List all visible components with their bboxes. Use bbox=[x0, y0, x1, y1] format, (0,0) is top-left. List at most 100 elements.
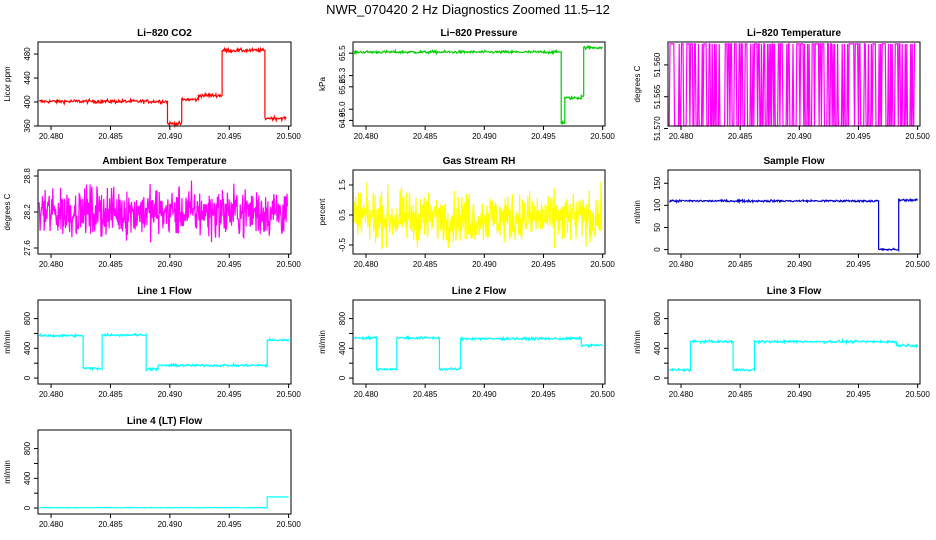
chart-panel-8: Line 2 Flow ml/min 20.480 20.485 20.490 20.49… bbox=[318, 286, 615, 399]
chart-title: Line 2 Flow bbox=[452, 286, 507, 297]
chart-panel-6: Sample Flow ml/min 20.480 20.485 20.490 20.49… bbox=[633, 156, 930, 269]
x-tick-label: 20.495 bbox=[531, 132, 556, 141]
x-tick-label: 20.490 bbox=[787, 132, 812, 141]
y-axis-label: kPa bbox=[318, 77, 327, 91]
x-tick-label: 20.495 bbox=[531, 390, 556, 399]
x-tick-label: 20.495 bbox=[846, 260, 871, 269]
y-axis-label: degrees C bbox=[3, 193, 12, 230]
y-tick-label: 800 bbox=[23, 311, 32, 325]
chart-panel-5: Gas Stream RH percent 20.480 20.485 20.490 20… bbox=[318, 156, 615, 269]
plot-frame bbox=[352, 299, 606, 385]
chart-title: Li−820 Pressure bbox=[441, 28, 518, 39]
y-axis-label: degrees C bbox=[633, 65, 642, 102]
plot-frame bbox=[37, 41, 292, 127]
x-tick-label: 20.485 bbox=[728, 390, 753, 399]
x-tick-label: 20.500 bbox=[905, 132, 930, 141]
x-tick-label: 20.480 bbox=[669, 260, 694, 269]
plot-frame bbox=[667, 41, 921, 127]
y-tick-label: 50 bbox=[653, 222, 662, 231]
y-tick-label: 0 bbox=[23, 375, 32, 380]
y-tick-label: 800 bbox=[338, 311, 347, 325]
x-tick-label: 20.485 bbox=[413, 260, 438, 269]
y-tick-label: 0 bbox=[338, 375, 347, 380]
data-series-line bbox=[38, 180, 288, 243]
x-tick-label: 20.495 bbox=[217, 260, 242, 269]
data-series-line bbox=[38, 496, 289, 509]
x-tick-label: 20.500 bbox=[905, 390, 930, 399]
y-tick-label: 51.560 bbox=[653, 52, 662, 77]
x-tick-label: 20.480 bbox=[354, 390, 379, 399]
plot-frame bbox=[352, 169, 606, 255]
y-axis-label: percent bbox=[318, 198, 327, 225]
x-tick-label: 20.495 bbox=[846, 390, 871, 399]
y-tick-label: 65.0 bbox=[338, 101, 347, 117]
x-tick-label: 20.480 bbox=[39, 390, 64, 399]
plot-frame bbox=[667, 169, 921, 255]
y-tick-label: 64.9 bbox=[338, 112, 347, 128]
x-tick-label: 20.490 bbox=[158, 390, 183, 399]
y-tick-label: 800 bbox=[653, 311, 662, 325]
y-tick-label: 400 bbox=[338, 341, 347, 355]
x-tick-label: 20.485 bbox=[98, 390, 123, 399]
y-tick-label: 65.5 bbox=[338, 45, 347, 61]
x-tick-label: 20.495 bbox=[217, 520, 242, 529]
x-tick-label: 20.485 bbox=[98, 260, 123, 269]
data-series-line bbox=[38, 332, 290, 373]
x-tick-label: 20.485 bbox=[413, 390, 438, 399]
y-tick-label: 150 bbox=[653, 176, 662, 190]
x-tick-label: 20.500 bbox=[590, 260, 615, 269]
x-tick-label: 20.480 bbox=[669, 132, 694, 141]
x-tick-label: 20.490 bbox=[787, 260, 812, 269]
x-tick-label: 20.485 bbox=[728, 260, 753, 269]
data-series-line bbox=[668, 43, 916, 127]
y-tick-label: 28.8 bbox=[23, 168, 32, 184]
plot-frame bbox=[352, 41, 606, 127]
chart-panel-9: Line 3 Flow ml/min 20.480 20.485 20.490 20.49… bbox=[633, 286, 930, 399]
x-tick-label: 20.480 bbox=[354, 132, 379, 141]
chart-panel-10: Line 4 (LT) Flow ml/min 20.480 20.485 20.490… bbox=[3, 416, 301, 529]
x-tick-label: 20.485 bbox=[98, 520, 123, 529]
x-tick-label: 20.490 bbox=[158, 260, 183, 269]
data-series-line bbox=[668, 337, 919, 373]
x-tick-label: 20.480 bbox=[354, 260, 379, 269]
x-tick-label: 20.495 bbox=[846, 132, 871, 141]
chart-title: Line 1 Flow bbox=[137, 286, 192, 297]
x-tick-label: 20.500 bbox=[276, 390, 301, 399]
page-title: NWR_070420 2 Hz Diagnostics Zoomed 11.5–… bbox=[326, 2, 610, 17]
x-tick-label: 20.485 bbox=[728, 132, 753, 141]
y-tick-label: 27.6 bbox=[23, 240, 32, 256]
x-tick-label: 20.495 bbox=[217, 390, 242, 399]
y-tick-label: 440 bbox=[23, 71, 32, 85]
x-tick-label: 20.495 bbox=[531, 260, 556, 269]
x-tick-label: 20.480 bbox=[669, 390, 694, 399]
y-axis-label: ml/min bbox=[3, 460, 12, 484]
plot-frame bbox=[37, 299, 292, 385]
y-tick-label: 1.5 bbox=[338, 179, 347, 191]
x-tick-label: 20.500 bbox=[905, 260, 930, 269]
x-tick-label: 20.485 bbox=[413, 132, 438, 141]
plot-frame bbox=[667, 299, 921, 385]
y-tick-label: 480 bbox=[23, 47, 32, 61]
y-tick-label: 65.2 bbox=[338, 78, 347, 94]
plot-frame bbox=[37, 429, 292, 515]
y-tick-label: 0 bbox=[653, 375, 662, 380]
x-tick-label: 20.490 bbox=[158, 520, 183, 529]
y-tick-label: 360 bbox=[23, 119, 32, 133]
x-tick-label: 20.500 bbox=[590, 390, 615, 399]
y-axis-label: ml/min bbox=[3, 330, 12, 354]
y-tick-label: 400 bbox=[23, 95, 32, 109]
chart-title: Ambient Box Temperature bbox=[102, 156, 227, 167]
y-tick-label: 51.570 bbox=[653, 116, 662, 141]
data-series-line bbox=[668, 197, 919, 253]
x-tick-label: 20.480 bbox=[39, 260, 64, 269]
chart-title: Sample Flow bbox=[763, 156, 824, 167]
y-tick-label: 65.3 bbox=[338, 67, 347, 83]
chart-panel-3: Li−820 Temperature degrees C 20.480 20.485 2… bbox=[633, 28, 930, 141]
chart-panel-7: Line 1 Flow ml/min 20.480 20.485 20.490 20.49… bbox=[3, 286, 301, 399]
x-tick-label: 20.480 bbox=[39, 132, 64, 141]
y-tick-label: 0 bbox=[653, 247, 662, 252]
x-tick-label: 20.500 bbox=[590, 132, 615, 141]
y-axis-label: Licor ppm bbox=[3, 66, 12, 101]
x-tick-label: 20.490 bbox=[472, 260, 497, 269]
x-tick-label: 20.490 bbox=[158, 132, 183, 141]
